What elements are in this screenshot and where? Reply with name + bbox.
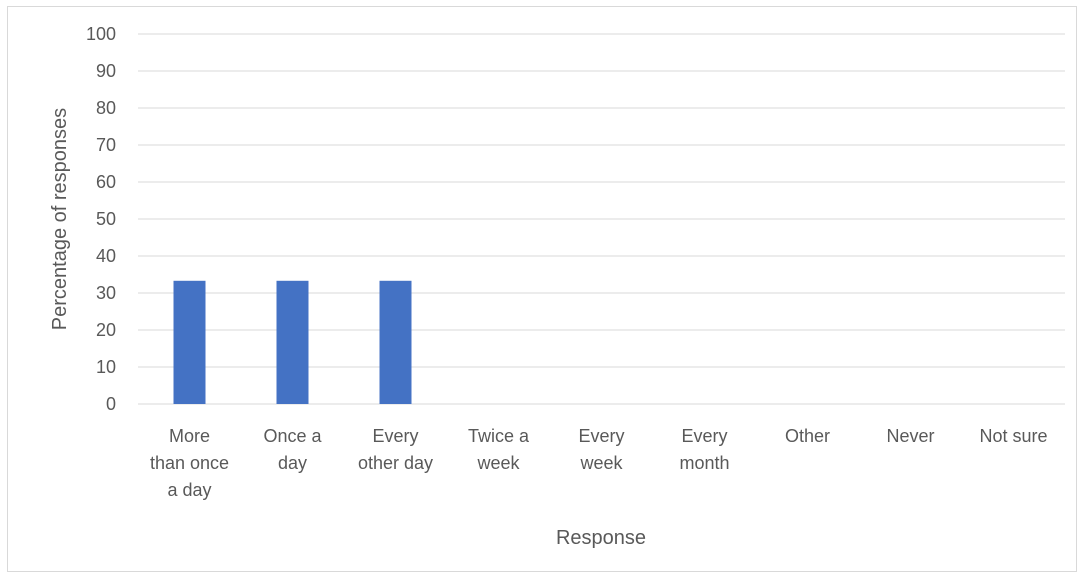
x-category-label-line: Not sure bbox=[979, 426, 1047, 446]
y-tick-label: 30 bbox=[96, 283, 116, 303]
x-category-labels: More than once a day Once a day Every other da… bbox=[150, 426, 1048, 500]
x-category-label-line: Twice a bbox=[468, 426, 530, 446]
y-tick-label: 70 bbox=[96, 135, 116, 155]
x-category-label-line: More bbox=[169, 426, 210, 446]
x-category-label-line: other day bbox=[358, 453, 433, 473]
x-category-label-line: month bbox=[679, 453, 729, 473]
x-category-label-line: week bbox=[476, 453, 520, 473]
x-category-label: Every other day bbox=[358, 426, 433, 473]
x-category-label: Every month bbox=[679, 426, 729, 473]
y-tick-label: 100 bbox=[86, 24, 116, 44]
y-tick-label: 0 bbox=[106, 394, 116, 414]
x-category-label-line: Other bbox=[785, 426, 830, 446]
x-category-label-line: Every bbox=[372, 426, 418, 446]
x-category-label: Other bbox=[785, 426, 830, 446]
bars bbox=[173, 280, 412, 404]
bar bbox=[276, 280, 309, 404]
x-category-label-line: Never bbox=[886, 426, 934, 446]
bar bbox=[173, 280, 206, 404]
x-category-label: More than once a day bbox=[150, 426, 229, 500]
y-tick-label: 90 bbox=[96, 61, 116, 81]
x-category-label-line: a day bbox=[167, 480, 211, 500]
x-category-label-line: Every bbox=[578, 426, 624, 446]
bar bbox=[379, 280, 412, 404]
x-category-label: Every week bbox=[578, 426, 624, 473]
x-category-label-line: week bbox=[579, 453, 623, 473]
y-tick-label: 50 bbox=[96, 209, 116, 229]
y-tick-labels: 0 10 20 30 40 50 60 70 80 90 100 bbox=[86, 24, 116, 414]
x-category-label-line: day bbox=[278, 453, 307, 473]
x-category-label: Once a day bbox=[263, 426, 322, 473]
y-axis-title: Percentage of responses bbox=[49, 108, 71, 330]
y-tick-label: 40 bbox=[96, 246, 116, 266]
x-category-label: Not sure bbox=[979, 426, 1047, 446]
x-category-label-line: Once a bbox=[263, 426, 322, 446]
x-axis-title: Response bbox=[556, 527, 646, 549]
y-tick-label: 80 bbox=[96, 98, 116, 118]
y-tick-label: 10 bbox=[96, 357, 116, 377]
x-category-label-line: than once bbox=[150, 453, 229, 473]
y-tick-label: 60 bbox=[96, 172, 116, 192]
y-tick-label: 20 bbox=[96, 320, 116, 340]
x-category-label: Never bbox=[886, 426, 934, 446]
x-category-label-line: Every bbox=[681, 426, 727, 446]
x-category-label: Twice a week bbox=[468, 426, 530, 473]
